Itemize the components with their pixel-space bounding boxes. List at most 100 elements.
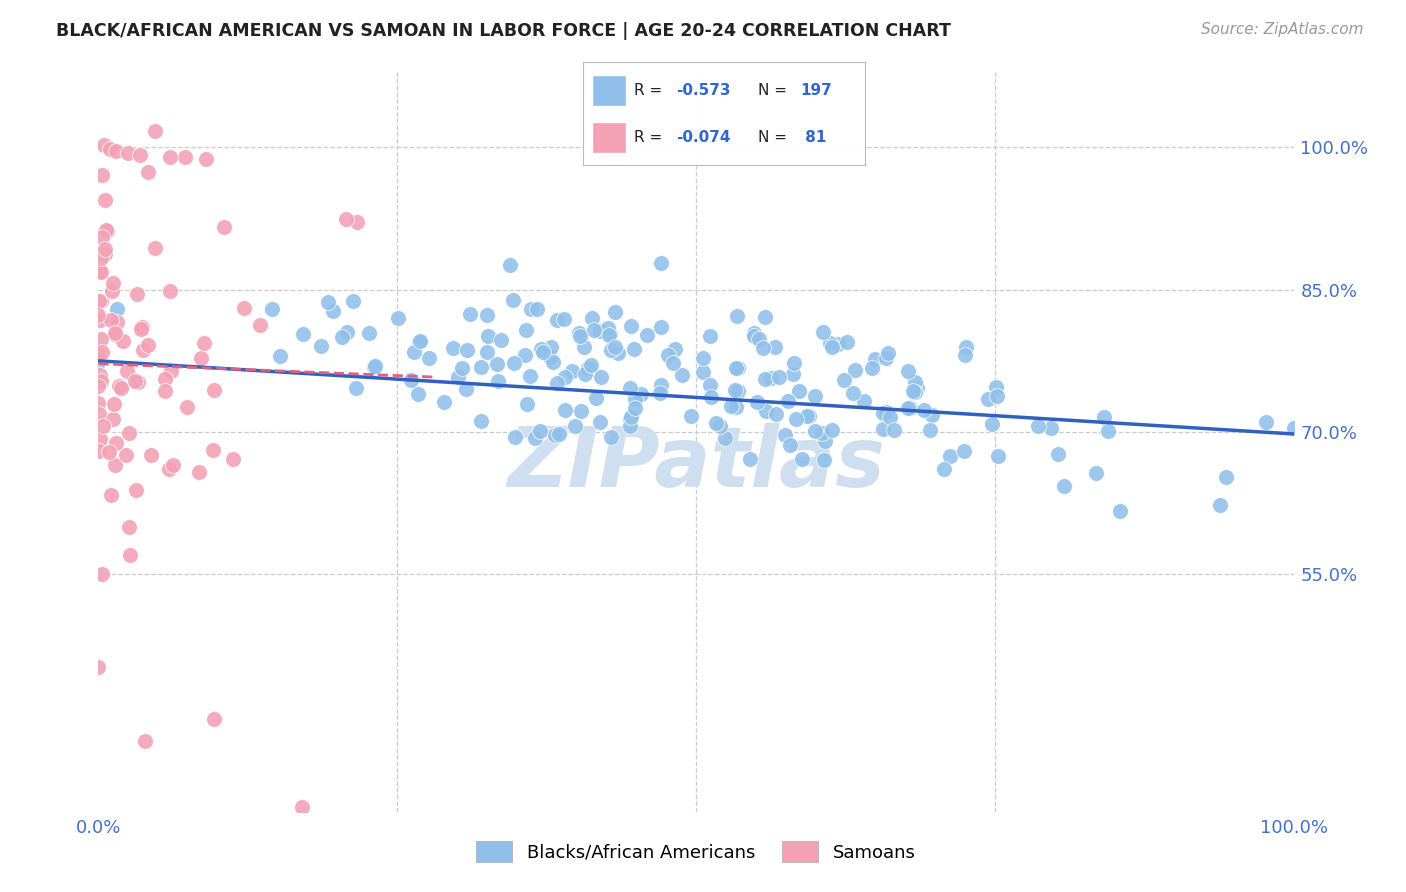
- Point: [143, 124, 166, 138]
- Point: [162, 458, 184, 473]
- Point: [589, 369, 612, 384]
- Point: [94, 193, 117, 207]
- Point: [87, 308, 110, 322]
- Legend: Blacks/African Americans, Samoans: Blacks/African Americans, Samoans: [470, 834, 922, 870]
- Point: [502, 293, 524, 307]
- Point: [96, 223, 118, 237]
- Point: [598, 321, 620, 335]
- Point: [799, 409, 821, 423]
- Point: [600, 430, 623, 444]
- Point: [804, 424, 827, 438]
- Point: [1026, 419, 1049, 434]
- Point: [201, 442, 224, 457]
- Point: [202, 383, 225, 397]
- Point: [811, 325, 834, 339]
- Point: [105, 436, 128, 450]
- Point: [754, 310, 776, 325]
- Point: [87, 660, 110, 674]
- Point: [190, 351, 212, 365]
- Point: [447, 370, 470, 384]
- Point: [87, 263, 110, 277]
- Point: [363, 360, 385, 375]
- Point: [692, 351, 714, 365]
- Point: [568, 326, 591, 340]
- Point: [599, 326, 621, 341]
- Point: [1092, 410, 1115, 425]
- Point: [623, 392, 645, 407]
- Point: [897, 401, 920, 415]
- Point: [598, 328, 620, 343]
- Point: [986, 388, 1008, 402]
- Point: [100, 313, 122, 327]
- Point: [754, 372, 776, 386]
- Point: [561, 364, 583, 378]
- Point: [249, 318, 271, 332]
- Point: [986, 450, 1008, 464]
- Text: R =: R =: [634, 83, 668, 97]
- Point: [519, 301, 541, 316]
- Point: [159, 285, 181, 299]
- Point: [1040, 421, 1063, 435]
- Point: [814, 434, 837, 448]
- Point: [125, 287, 148, 301]
- Point: [489, 333, 512, 347]
- Point: [804, 388, 827, 402]
- Point: [359, 326, 381, 340]
- Point: [335, 211, 357, 226]
- Point: [872, 406, 894, 420]
- Point: [91, 168, 114, 182]
- Point: [336, 325, 359, 339]
- Point: [160, 364, 183, 378]
- Point: [650, 256, 672, 270]
- Point: [346, 214, 368, 228]
- Point: [513, 348, 536, 362]
- Point: [725, 309, 748, 323]
- Point: [103, 412, 125, 426]
- Point: [865, 352, 887, 367]
- Point: [105, 327, 128, 342]
- Point: [134, 733, 156, 747]
- Point: [980, 417, 1002, 432]
- Point: [564, 419, 586, 434]
- Point: [827, 336, 849, 351]
- Point: [763, 340, 786, 354]
- Point: [1256, 415, 1278, 429]
- Point: [657, 348, 679, 362]
- Point: [904, 384, 927, 399]
- Point: [90, 293, 112, 308]
- Point: [898, 401, 921, 416]
- Point: [409, 334, 432, 348]
- Point: [132, 343, 155, 357]
- Point: [136, 165, 159, 179]
- Text: Source: ZipAtlas.com: Source: ZipAtlas.com: [1201, 22, 1364, 37]
- Point: [141, 448, 163, 462]
- Point: [569, 404, 592, 418]
- Point: [1053, 478, 1076, 492]
- Point: [842, 386, 865, 401]
- Point: [986, 380, 1008, 394]
- Text: -0.074: -0.074: [676, 130, 731, 145]
- Point: [875, 351, 897, 365]
- Point: [837, 334, 859, 349]
- Point: [955, 340, 977, 354]
- Point: [650, 377, 672, 392]
- Point: [363, 359, 385, 373]
- Point: [322, 303, 344, 318]
- Point: [607, 345, 630, 359]
- Point: [879, 410, 901, 425]
- Point: [90, 265, 112, 279]
- Point: [87, 354, 110, 368]
- Point: [752, 341, 775, 355]
- Point: [101, 285, 124, 299]
- Point: [94, 242, 117, 256]
- Point: [548, 427, 571, 442]
- Point: [813, 453, 835, 467]
- Point: [193, 336, 215, 351]
- Point: [153, 384, 176, 398]
- Point: [399, 373, 422, 387]
- Point: [107, 379, 129, 393]
- Point: [1097, 424, 1119, 438]
- Point: [486, 374, 509, 388]
- Point: [91, 419, 114, 434]
- Point: [1209, 498, 1232, 512]
